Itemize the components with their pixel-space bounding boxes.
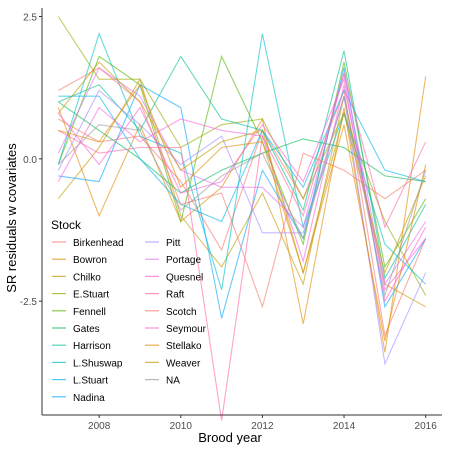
- y-tick-label: 2.5: [23, 13, 37, 24]
- series-layer: [57, 16, 427, 421]
- legend-label-pitt: Pitt: [166, 238, 181, 249]
- legend-label-harrison: Harrison: [73, 341, 111, 352]
- x-tick-label: 2012: [251, 421, 274, 432]
- x-tick-label: 2008: [88, 421, 111, 432]
- legend-label-na: NA: [166, 376, 180, 387]
- series-line-stellako: [58, 83, 427, 342]
- legend-title: Stock: [51, 218, 82, 232]
- legend-label-birkenhead: Birkenhead: [73, 238, 124, 249]
- y-axis-ticks: 2.5 0.0 -2.5: [20, 13, 42, 308]
- legend-label-l-stuart: L.Stuart: [73, 376, 108, 387]
- legend-label-e-stuart: E.Stuart: [73, 290, 109, 301]
- x-axis-ticks: 2008 2010 2012 2014 2016: [88, 415, 437, 432]
- series-line-raft: [58, 71, 427, 421]
- x-tick-label: 2014: [333, 421, 356, 432]
- legend-label-l-shuswap: L.Shuswap: [73, 358, 123, 369]
- legend-label-chilko: Chilko: [73, 272, 101, 283]
- x-tick-label: 2016: [415, 421, 438, 432]
- series-line-weaver: [57, 61, 427, 275]
- y-axis-title: SR residuals w covariates: [4, 143, 19, 293]
- legend-label-raft: Raft: [166, 290, 185, 301]
- y-tick-label: 0.0: [23, 155, 37, 166]
- legend-label-portage: Portage: [166, 255, 201, 266]
- legend-items: Birkenhead Bowron Chilko E.Stuart Fennell Gat…: [52, 238, 207, 404]
- legend-label-seymour: Seymour: [166, 324, 207, 335]
- legend-label-bowron: Bowron: [73, 255, 107, 266]
- x-tick-label: 2010: [170, 421, 193, 432]
- legend: Stock Birkenhead Bowron Chilko E.Stuart Fenn…: [51, 218, 207, 404]
- legend-label-weaver: Weaver: [166, 358, 201, 369]
- series-line-seymour: [57, 77, 427, 303]
- legend-label-gates: Gates: [73, 324, 100, 335]
- legend-label-quesnel: Quesnel: [166, 272, 203, 283]
- legend-label-nadina: Nadina: [73, 393, 105, 404]
- legend-label-fennell: Fennell: [73, 307, 106, 318]
- series-line-scotch: [58, 67, 427, 309]
- y-tick-label: -2.5: [20, 297, 38, 308]
- series-line-birkenhead: [58, 88, 427, 338]
- x-axis-title: Brood year: [198, 430, 262, 445]
- legend-label-scotch: Scotch: [166, 307, 197, 318]
- legend-label-stellako: Stellako: [166, 341, 202, 352]
- series-line-na: [57, 96, 427, 298]
